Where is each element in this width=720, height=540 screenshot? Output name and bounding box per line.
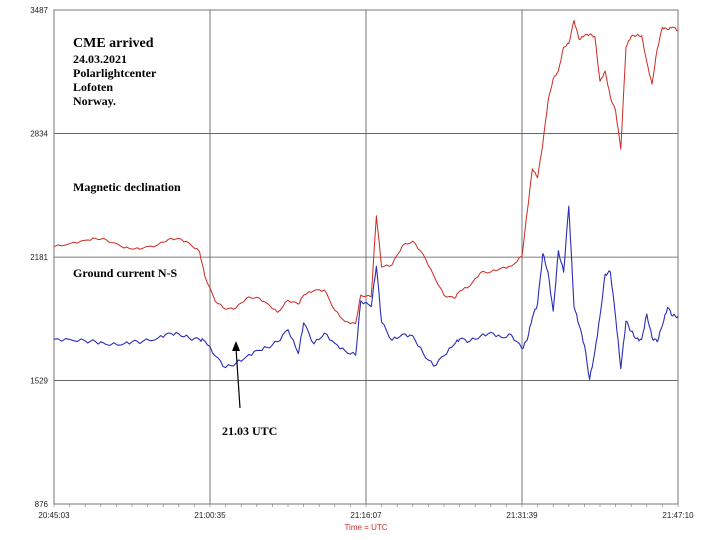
y-tick-label: 2181 bbox=[30, 253, 48, 262]
series-line-magnetic-declination bbox=[53, 19, 679, 325]
x-tick-label: 21:16:07 bbox=[350, 511, 382, 520]
tick-labels: 876 1529 2181 2834 3487 20:45:03 21:00:35 21:16… bbox=[30, 6, 694, 520]
arrow-annotation: 21.03 UTC bbox=[222, 341, 277, 438]
header-line-3: Polarlightcenter bbox=[73, 66, 157, 80]
legend-ground-current: Ground current N-S bbox=[73, 266, 178, 280]
legend-magnetic-declination: Magnetic declination bbox=[73, 180, 181, 194]
series-line-ground-current bbox=[53, 205, 679, 381]
series-layer bbox=[53, 19, 679, 381]
y-tick-label: 3487 bbox=[30, 6, 48, 15]
y-tick-label: 2834 bbox=[30, 130, 48, 139]
x-tick-label: 21:00:35 bbox=[194, 511, 226, 520]
annotation-arrow-line bbox=[235, 347, 241, 409]
annotation-arrow-head bbox=[232, 341, 240, 351]
x-tick-label: 20:45:03 bbox=[38, 511, 70, 520]
legend: Magnetic declination Ground current N-S bbox=[73, 180, 181, 280]
header-line-2: 24.03.2021 bbox=[73, 52, 127, 66]
x-axis-label: Time = UTC bbox=[344, 523, 387, 532]
header-line-1: CME arrived bbox=[73, 36, 154, 51]
header-line-4: Lofoten bbox=[73, 80, 113, 94]
y-tick-label: 876 bbox=[35, 500, 49, 509]
header-line-5: Norway. bbox=[73, 94, 116, 108]
header-annotation: CME arrived 24.03.2021 Polarlightcenter … bbox=[73, 36, 157, 108]
annotation-arrow-label: 21.03 UTC bbox=[222, 424, 277, 438]
x-tick-label: 21:31:39 bbox=[506, 511, 538, 520]
grid-lines bbox=[53, 9, 679, 505]
x-tick-label: 21:47:10 bbox=[662, 511, 694, 520]
y-tick-label: 1529 bbox=[30, 376, 48, 385]
